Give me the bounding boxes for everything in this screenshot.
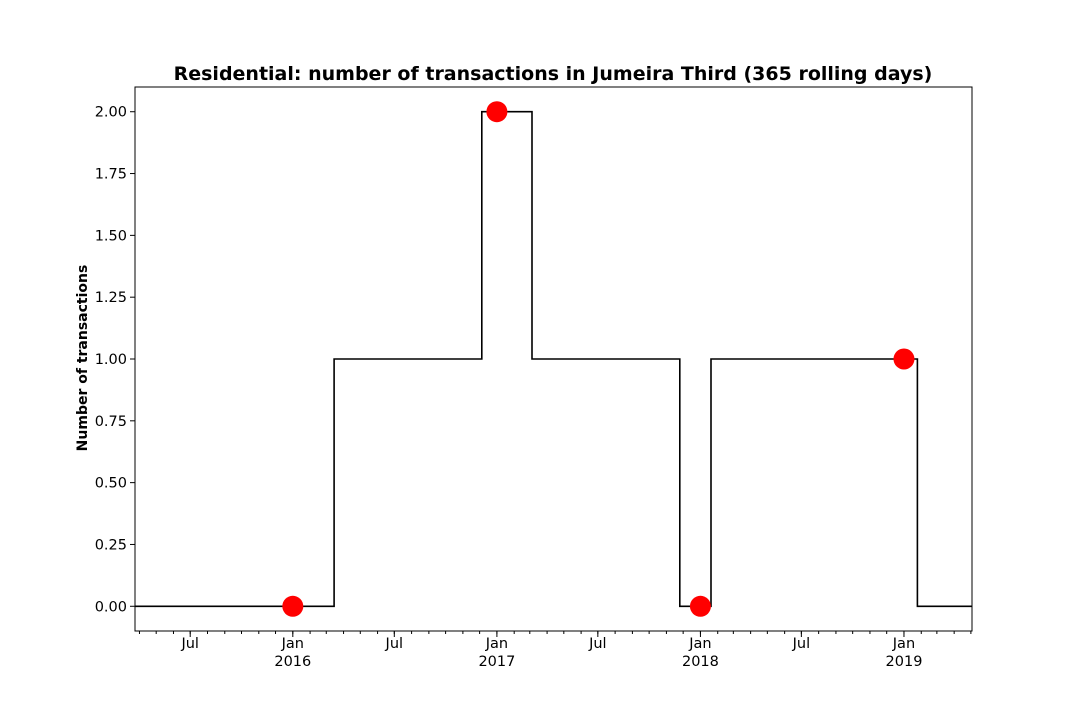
- x-tick-label: Jan: [688, 636, 711, 652]
- data-point-marker: [486, 101, 508, 123]
- data-point-marker: [893, 348, 915, 370]
- x-tick-year-label: 2017: [478, 654, 515, 670]
- y-axis: 0.00 0.25 0.50 0.75 1.00 1.25 1.50 1.75 2.00: [95, 105, 135, 615]
- y-tick-label: 2.00: [95, 105, 127, 121]
- x-tick-label: Jan: [892, 636, 915, 652]
- x-tick-year-label: 2016: [274, 654, 311, 670]
- data-point-marker: [689, 595, 711, 617]
- x-axis: Jul Jan 2016 Jul Jan 2017 Jul Jan 2018 Jul Jan 2019: [180, 631, 922, 670]
- y-tick-label: 1.00: [95, 352, 127, 368]
- data-point-marker: [282, 595, 304, 617]
- series-step-line: [135, 110, 972, 608]
- x-tick-label: Jul: [588, 636, 607, 652]
- chart-title: Residential: number of transactions in J…: [174, 63, 933, 85]
- y-tick-label: 0.50: [95, 476, 127, 492]
- y-axis-label: Number of transactions: [75, 265, 91, 452]
- x-tick-label: Jan: [485, 636, 508, 652]
- y-tick-label: 1.50: [95, 228, 127, 244]
- plot-area: [135, 101, 972, 617]
- y-tick-label: 1.75: [95, 167, 127, 183]
- x-tick-label: Jan: [281, 636, 304, 652]
- x-tick-label: Jul: [385, 636, 404, 652]
- y-tick-label: 0.25: [95, 537, 127, 553]
- x-tick-year-label: 2019: [886, 654, 923, 670]
- x-tick-label: Jul: [180, 636, 199, 652]
- y-tick-label: 0.75: [95, 414, 127, 430]
- y-tick-label: 0.00: [95, 599, 127, 615]
- x-tick-label: Jul: [792, 636, 811, 652]
- x-tick-year-label: 2018: [682, 654, 719, 670]
- y-tick-label: 1.25: [95, 290, 127, 306]
